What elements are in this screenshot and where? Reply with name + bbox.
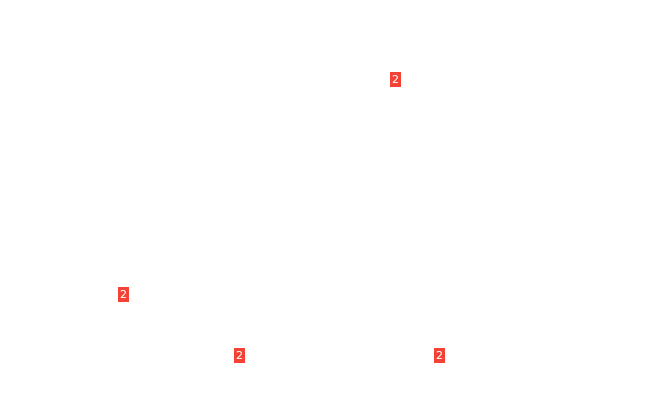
count-badge: 2 (434, 348, 445, 363)
count-badge: 2 (234, 348, 245, 363)
count-badge: 2 (118, 287, 129, 302)
count-badge: 2 (390, 72, 401, 87)
